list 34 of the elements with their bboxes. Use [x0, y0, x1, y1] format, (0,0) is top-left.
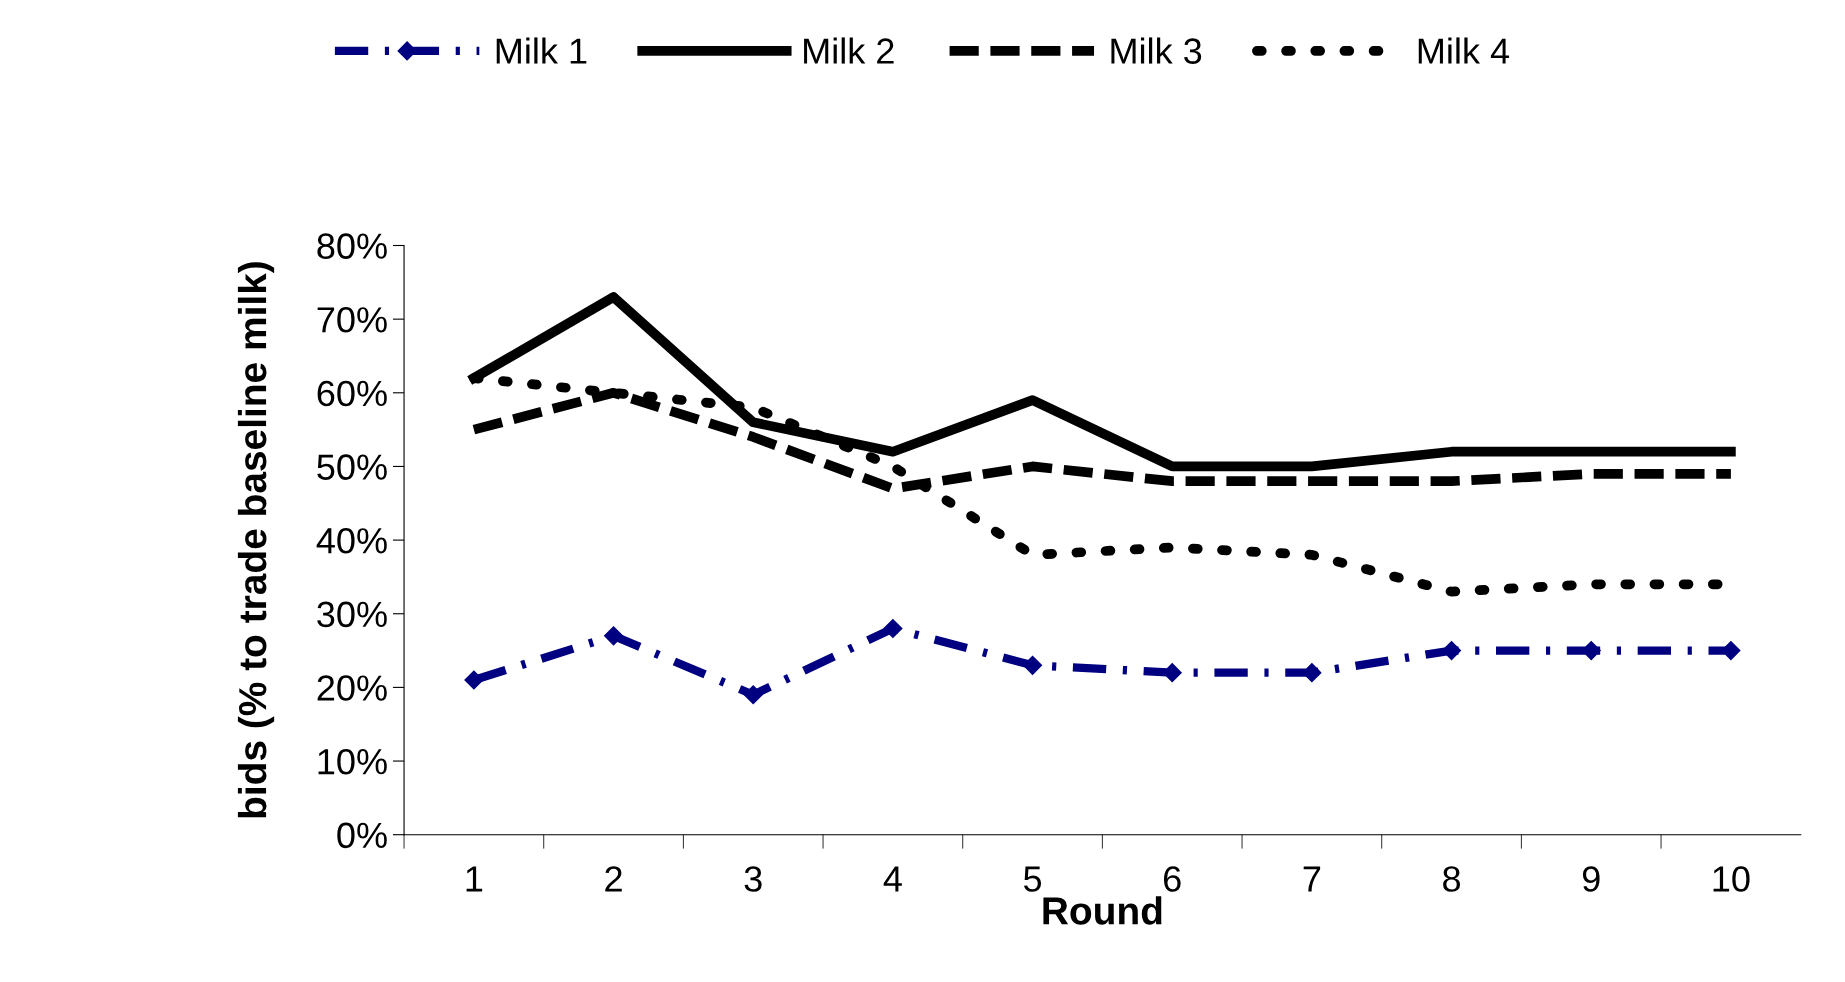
x-tick-label: 7 — [1303, 866, 1321, 892]
point — [743, 685, 763, 705]
point — [604, 626, 624, 646]
x-tick-label: 8 — [1443, 866, 1461, 892]
y-tick-label: 0% — [337, 822, 387, 849]
y-axis-title: bids (% to trade baseline milk) — [237, 262, 275, 818]
y-tick-label: 80% — [317, 233, 387, 259]
x-tick-label: 6 — [1164, 866, 1181, 892]
y-tick-label: 40% — [316, 527, 387, 554]
x-tick-label: 1 — [466, 866, 483, 892]
x-tick-label: 4 — [883, 866, 902, 892]
x-tick-label: 9 — [1582, 866, 1600, 892]
point — [1302, 663, 1322, 683]
y-tick-label: 30% — [317, 601, 387, 628]
point — [1023, 655, 1043, 675]
point — [883, 618, 903, 639]
x-tick-label: 5 — [1023, 866, 1042, 892]
x-tick-label: 2 — [605, 866, 622, 892]
x-tick-label: 3 — [744, 866, 762, 892]
point — [464, 670, 484, 690]
y-tick-label: 10% — [318, 748, 387, 775]
point — [1442, 641, 1462, 661]
y-tick-label: 70% — [317, 307, 387, 333]
legend-label: Milk 4 — [1418, 37, 1510, 64]
legend-label: Milk 3 — [1111, 37, 1202, 64]
x-tick-label: 10 — [1713, 866, 1750, 892]
point — [1162, 663, 1182, 683]
legend-label: Milk 2 — [804, 37, 894, 64]
x-axis-title: Round — [1043, 896, 1162, 925]
y-tick-label: 50% — [317, 454, 387, 480]
legend-label: Milk 1 — [496, 37, 587, 64]
point — [1721, 641, 1741, 661]
y-tick-label: 20% — [317, 675, 387, 701]
y-tick-label: 60% — [317, 380, 387, 407]
